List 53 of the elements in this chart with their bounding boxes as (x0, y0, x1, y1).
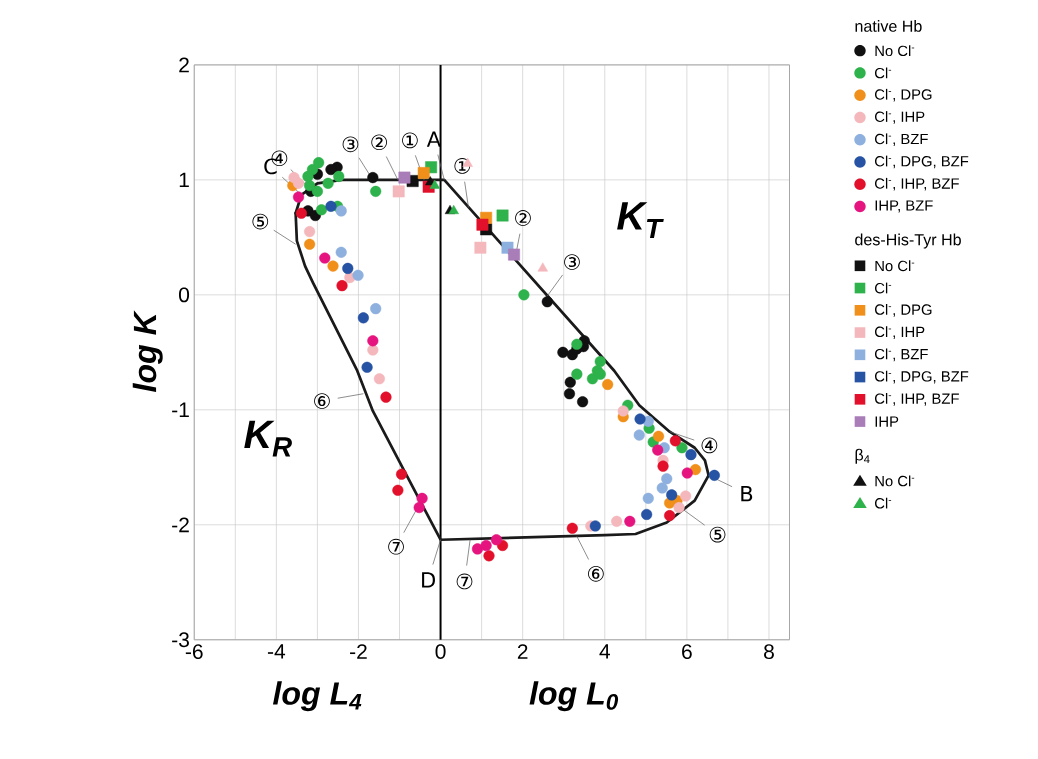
annotation: ⑤ (252, 213, 269, 230)
legend-label: No Cl$^{-}$ (875, 475, 915, 487)
annotation: ① (402, 132, 418, 148)
text: log L$_{0}$ (529, 681, 619, 711)
y-tick-label: 2 (179, 57, 189, 73)
annotation: A (426, 131, 441, 147)
annotation: ④ (701, 437, 718, 453)
text: log L$_{4}$ (273, 681, 362, 711)
legend-label: No Cl$^{-}$ (875, 45, 915, 56)
legend-label: Cl$^{-}$, DPG (875, 88, 932, 102)
legend-label: Cl$^{-}$, IHP, BZF (875, 392, 959, 406)
text: β$_{4}$ (855, 448, 870, 464)
legend-label: Cl$^{-}$, DPG, BZF (875, 155, 969, 169)
annotation: ⑤ (709, 526, 726, 543)
annotation: ② (515, 209, 531, 226)
text: native Hb (855, 19, 922, 32)
annotation: ② (371, 134, 388, 150)
legend-label: Cl$^{-}$ (875, 282, 892, 294)
annotation: K$_{T}$ (617, 202, 664, 238)
annotation: D (422, 572, 435, 588)
legend-label: IHP (875, 416, 899, 427)
annotation: ⑦ (388, 538, 404, 555)
y-tick-label: 1 (179, 172, 189, 187)
legend-label: Cl$^{-}$, BZF (875, 133, 928, 146)
legend-label: Cl$^{-}$, IHP, BZF (875, 177, 959, 191)
legend-label: Cl$^{-}$ (875, 67, 892, 79)
legend-label: Cl$^{-}$, IHP (875, 110, 925, 124)
legend-label: Cl$^{-}$, IHP (875, 326, 925, 339)
annotation: K$_{R}$ (244, 420, 292, 457)
y-axis-title: log K (132, 310, 163, 392)
legend-label: No Cl$^{-}$ (875, 260, 915, 272)
legend-label: Cl$^{-}$, BZF (875, 348, 928, 361)
legend-label: IHP, BZF (875, 200, 933, 213)
y-tick-label: 0 (179, 287, 190, 303)
legend-label: Cl$^{-}$, DPG, BZF (875, 370, 969, 384)
annotation: ③ (342, 136, 359, 152)
y-tick-label: -2 (172, 517, 189, 532)
annotation: ⑥ (314, 392, 330, 409)
y-tick-label: -1 (172, 402, 189, 417)
x-tick-label: 0 (435, 643, 446, 659)
annotation: B (741, 485, 753, 502)
x-tick-label: -2 (350, 643, 367, 659)
annotation: ③ (564, 253, 580, 270)
x-tick-label: 6 (682, 643, 692, 659)
x-tick-label: -4 (267, 643, 286, 659)
legend-label: Cl$^{-}$ (875, 497, 892, 509)
x-tick-label: 2 (517, 643, 528, 659)
x-tick-label: 8 (764, 643, 774, 659)
x-tick-label: 4 (599, 643, 610, 659)
annotation: ⑦ (456, 573, 473, 590)
text: des-His-Tyr Hb (855, 233, 961, 249)
legend-label: Cl$^{-}$, DPG (875, 303, 932, 317)
annotation: ⑥ (588, 565, 604, 582)
